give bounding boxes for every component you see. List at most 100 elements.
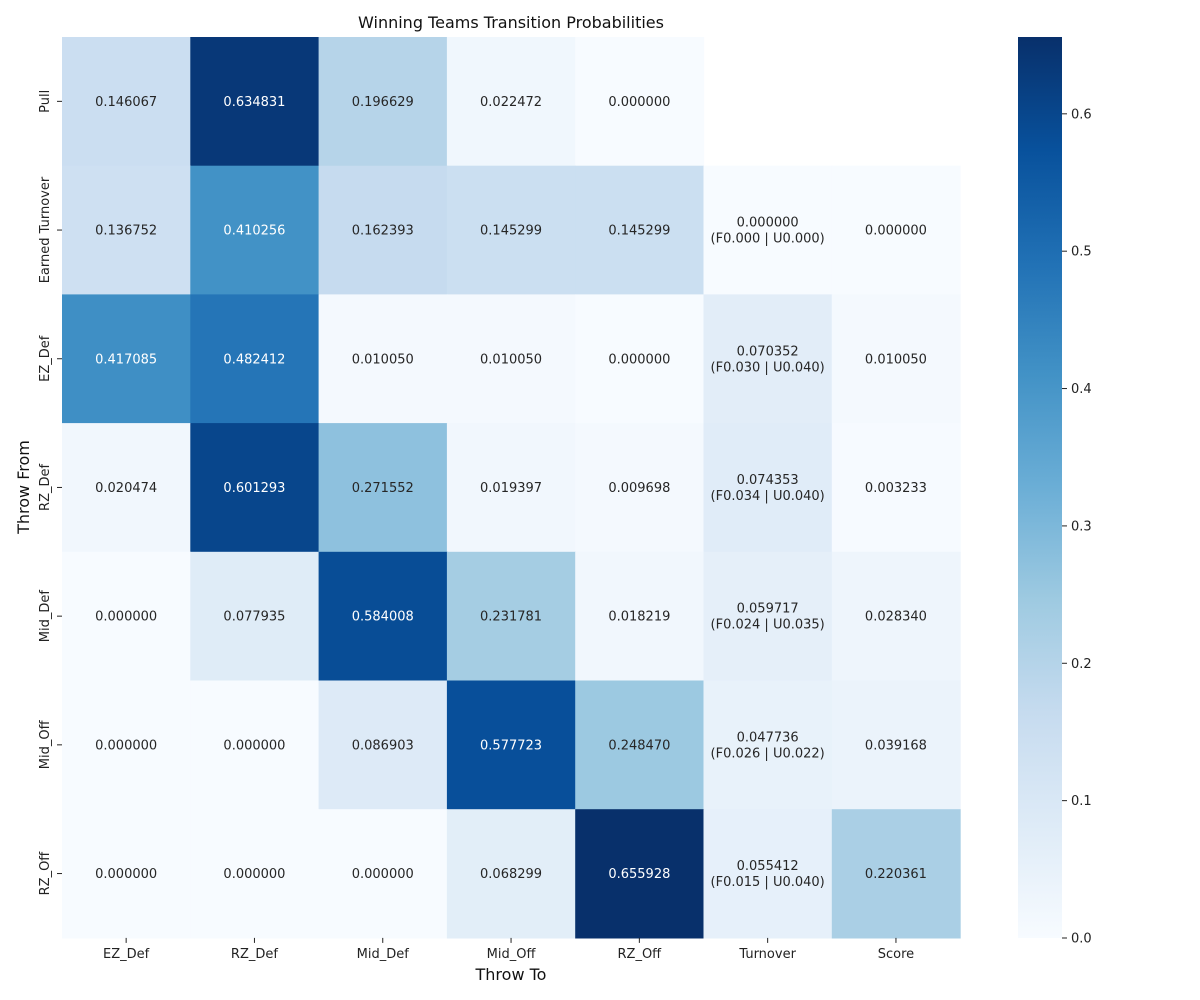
cell-label: 0.074353 (F0.034 | U0.040) — [711, 473, 825, 504]
heatmap-cell — [190, 165, 320, 295]
heatmap-cell — [446, 423, 576, 553]
colorbar-tick-label: 0.4 — [1071, 382, 1092, 397]
y-tick-label: Mid_Off — [38, 719, 53, 769]
x-axis-title: Throw To — [475, 965, 547, 984]
y-tick-label: EZ_Def — [38, 335, 53, 382]
heatmap-cell — [575, 294, 705, 424]
cell-label: 0.022472 — [480, 95, 542, 110]
cell-label: 0.145299 — [480, 224, 542, 239]
x-tick-label: RZ_Def — [231, 947, 278, 962]
cell-label: 0.577723 — [480, 738, 542, 753]
cell-label: 0.000000 — [865, 224, 927, 239]
heatmap-cell — [831, 165, 961, 295]
heatmap-cell — [575, 37, 705, 167]
cell-label: 0.000000 — [608, 352, 670, 367]
cell-label: 0.019397 — [480, 481, 542, 496]
cell-label: 0.220361 — [865, 867, 927, 882]
heatmap-cell — [190, 37, 320, 167]
heatmap-cell — [703, 165, 833, 295]
heatmap-cell — [831, 551, 961, 682]
heatmap-cell — [318, 294, 448, 424]
heatmap-cell — [62, 165, 191, 295]
cell-label: 0.086903 — [352, 738, 414, 753]
cell-label: 0.601293 — [223, 481, 285, 496]
cell-label: 0.000000 (F0.000 | U0.000) — [711, 216, 825, 247]
heatmap-cell — [575, 680, 705, 810]
heatmap-cell — [318, 165, 448, 295]
y-tick-label: Mid_Def — [38, 590, 53, 643]
cell-label: 0.584008 — [352, 610, 414, 625]
y-axis-ticks: Pull Earned Turnover EZ_Def RZ_Def Mid_Def Mi… — [38, 90, 62, 896]
cell-label: 0.145299 — [608, 224, 670, 239]
x-tick-label: RZ_Off — [618, 947, 663, 962]
cell-label: 0.000000 — [608, 95, 670, 110]
heatmap-cell — [190, 294, 320, 424]
heatmap-cell — [62, 37, 191, 167]
colorbar-tick-label: 0.2 — [1071, 657, 1092, 672]
cell-label: 0.271552 — [352, 481, 414, 496]
cell-label: 0.068299 — [480, 867, 542, 882]
cell-label: 0.146067 — [95, 95, 157, 110]
heatmap-cell — [62, 294, 191, 424]
heatmap-cell — [575, 423, 705, 553]
y-axis-title: Throw From — [14, 440, 33, 535]
cell-label: 0.020474 — [95, 481, 157, 496]
heatmap-cell — [575, 165, 705, 295]
heatmap-cell — [831, 809, 961, 939]
x-tick-label: Mid_Off — [487, 947, 537, 962]
cell-label: 0.077935 — [223, 610, 285, 625]
heatmap-cell — [62, 423, 191, 553]
heatmap-cells: 0.146067 0.634831 0.196629 0.022472 0.000000… — [62, 37, 961, 939]
colorbar-ticks: 0.0 0.1 0.2 0.3 0.4 0.5 0.6 — [1062, 107, 1092, 947]
cell-label: 0.039168 — [865, 738, 927, 753]
heatmap-cell — [446, 165, 576, 295]
heatmap-cell — [318, 37, 448, 167]
heatmap-cell — [318, 809, 448, 939]
heatmap-cell — [190, 809, 320, 939]
cell-label: 0.018219 — [608, 610, 670, 625]
cell-label: 0.000000 — [223, 738, 285, 753]
heatmap-cell — [190, 680, 320, 810]
cell-label: 0.000000 — [352, 867, 414, 882]
heatmap-cell — [703, 423, 833, 553]
y-tick-label: Earned Turnover — [38, 176, 53, 283]
cell-label: 0.248470 — [608, 738, 670, 753]
cell-label: 0.196629 — [352, 95, 414, 110]
heatmap-cell — [703, 294, 833, 424]
y-tick-label: RZ_Def — [38, 464, 53, 511]
heatmap-cell — [318, 680, 448, 810]
cell-label: 0.055412 (F0.015 | U0.040) — [711, 859, 825, 890]
colorbar-tick-label: 0.6 — [1071, 107, 1092, 122]
heatmap-cell — [190, 551, 320, 682]
heatmap-cell — [62, 680, 191, 810]
heatmap-cell — [318, 551, 448, 682]
cell-label: 0.482412 — [223, 352, 285, 367]
heatmap-cell — [62, 809, 191, 939]
heatmap-cell — [446, 809, 576, 939]
heatmap-cell — [575, 551, 705, 682]
x-tick-label: Turnover — [738, 947, 796, 962]
cell-label: 0.009698 — [608, 481, 670, 496]
y-tick-label: RZ_Off — [38, 851, 53, 896]
cell-label: 0.410256 — [223, 224, 285, 239]
cell-label: 0.070352 (F0.030 | U0.040) — [711, 344, 825, 375]
cell-label: 0.010050 — [480, 352, 542, 367]
heatmap-cell — [446, 37, 576, 167]
heatmap-cell — [703, 809, 833, 939]
cell-label: 0.231781 — [480, 610, 542, 625]
x-tick-label: Score — [878, 947, 914, 962]
cell-label: 0.047736 (F0.026 | U0.022) — [711, 730, 825, 761]
colorbar-tick-label: 0.0 — [1071, 932, 1092, 947]
colorbar-tick-label: 0.1 — [1071, 794, 1092, 809]
cell-label: 0.136752 — [95, 224, 157, 239]
cell-label: 0.634831 — [223, 95, 285, 110]
cell-label: 0.010050 — [352, 352, 414, 367]
cell-label: 0.000000 — [95, 867, 157, 882]
x-tick-label: EZ_Def — [103, 947, 150, 962]
cell-label: 0.655928 — [608, 867, 670, 882]
cell-label: 0.162393 — [352, 224, 414, 239]
cell-label: 0.059717 (F0.024 | U0.035) — [711, 602, 825, 633]
cell-label: 0.000000 — [223, 867, 285, 882]
heatmap-cell — [318, 423, 448, 553]
